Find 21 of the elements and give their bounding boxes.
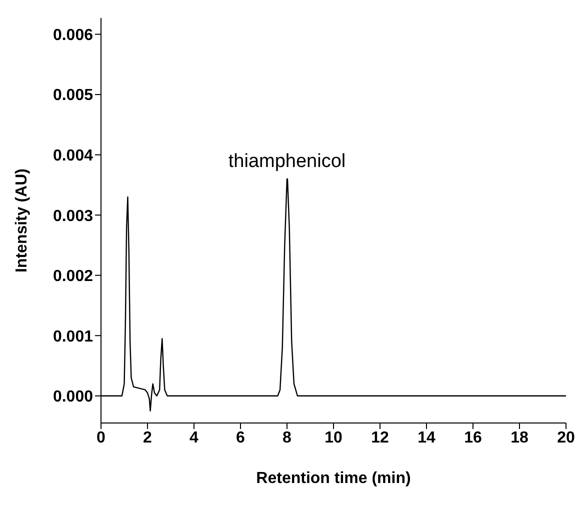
y-tick-label: 0.000 [52,388,94,406]
x-tick-label: 10 [324,429,342,446]
y-tick-label: 0.002 [52,268,94,286]
x-tick-label: 4 [190,429,199,446]
y-tick-label: 0.005 [52,87,94,104]
x-tick-label: 6 [236,429,246,446]
x-tick-label: 20 [557,429,575,446]
x-tick-label: 0 [96,429,106,446]
annotation: thiamphenicol [228,150,346,172]
y-tick-label: 0.003 [52,208,94,225]
y-tick-label: 0.004 [52,147,94,164]
x-tick-label: 2 [143,429,152,446]
x-tick-label: 16 [464,429,482,446]
y-tick-label: 0.006 [52,26,94,44]
x-tick-label: 14 [418,429,436,446]
y-tick-label: 0.001 [52,328,94,346]
x-axis-title: Retention time (min) [256,470,411,487]
x-tick-label: 8 [282,429,292,446]
x-tick-label: 12 [371,429,389,446]
y-axis-title: Intensity (AU) [14,168,31,272]
x-tick-label: 18 [510,429,528,446]
